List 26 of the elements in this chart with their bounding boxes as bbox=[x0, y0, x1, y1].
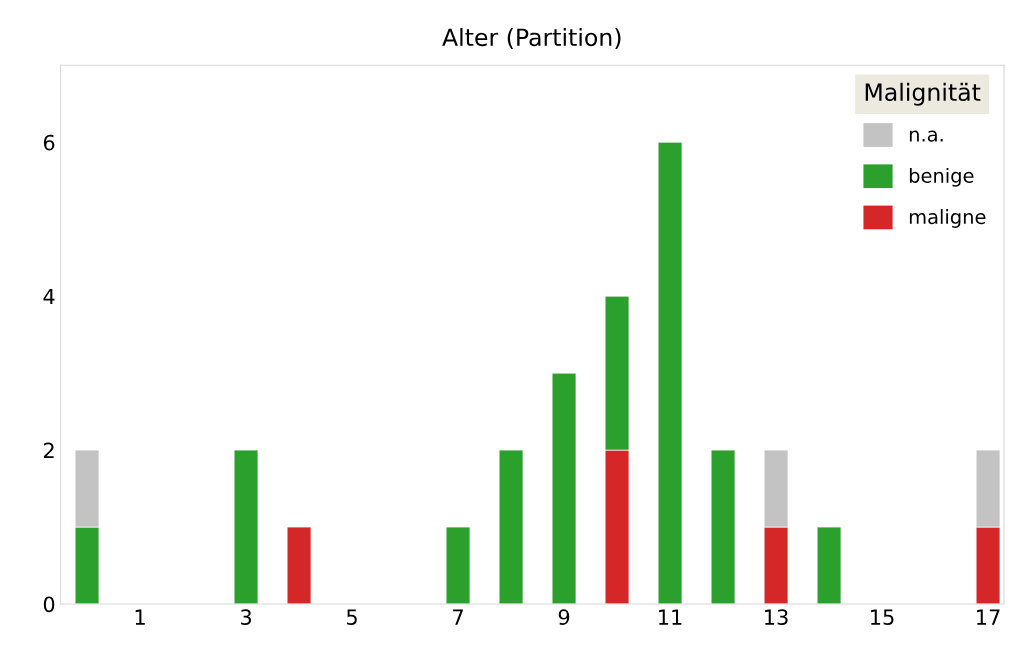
y-tick-label: 2 bbox=[43, 442, 54, 459]
x-tick-label: 9 bbox=[558, 609, 570, 626]
x-tick-label: 3 bbox=[241, 609, 251, 626]
x-tick-label: 1 bbox=[135, 609, 145, 625]
bar bbox=[445, 526, 471, 605]
bar bbox=[498, 449, 524, 605]
bar bbox=[710, 449, 736, 605]
bar bbox=[551, 372, 577, 605]
bar bbox=[657, 141, 683, 605]
x-tick-label: 11 bbox=[659, 609, 682, 625]
x-tick-label: 17 bbox=[977, 609, 1000, 625]
chart-title: Alter (Partition) bbox=[442, 27, 621, 49]
x-tick-label: 7 bbox=[453, 609, 463, 625]
legend-label: benige bbox=[909, 167, 974, 187]
legend-label: n.a. bbox=[909, 130, 943, 142]
x-tick-label: 13 bbox=[765, 609, 788, 626]
bar bbox=[233, 449, 259, 605]
y-tick-label: 4 bbox=[43, 288, 55, 305]
x-tick-label: 5 bbox=[347, 609, 357, 626]
y-tick-label: 6 bbox=[43, 134, 55, 151]
x-tick-label: 15 bbox=[871, 609, 894, 626]
legend-title: Malignität bbox=[865, 82, 981, 106]
bar bbox=[816, 526, 842, 605]
legend-label: maligne bbox=[909, 209, 986, 228]
y-tick-label: 0 bbox=[43, 596, 55, 613]
bar bbox=[286, 526, 312, 605]
